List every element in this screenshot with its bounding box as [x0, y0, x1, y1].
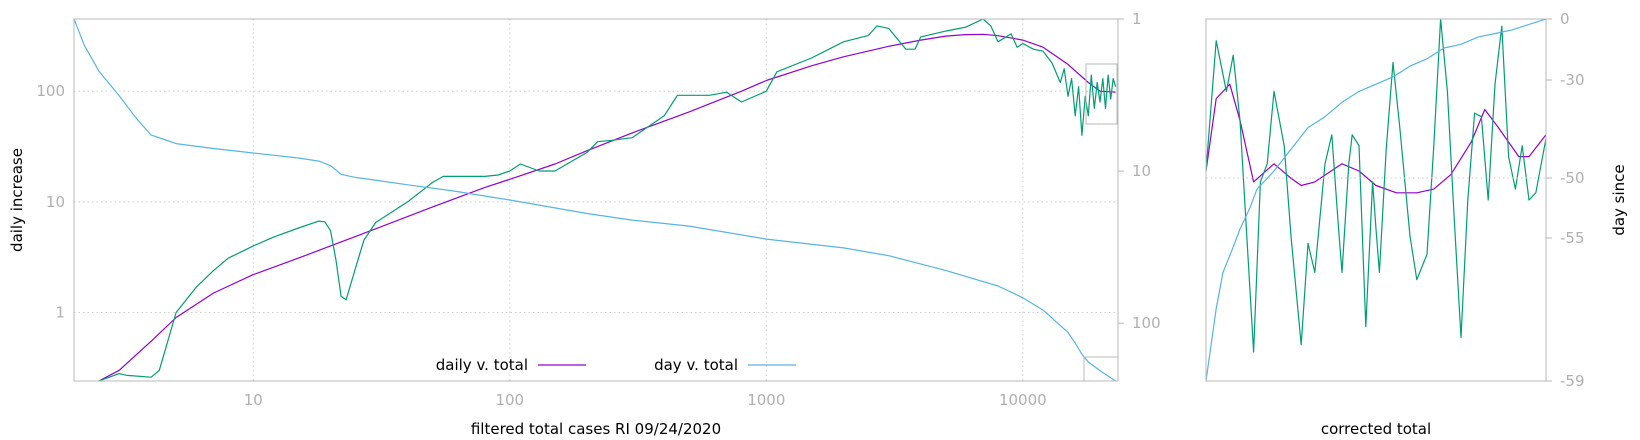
main-y-ticks: 1 10 100: [36, 82, 65, 321]
zoom-box: [1085, 63, 1118, 125]
x-tick-label: 10: [244, 391, 263, 409]
y-tick-label: 100: [36, 82, 65, 100]
inset-y2-tick-label: -59: [1560, 372, 1585, 390]
x-tick-label: 10000: [999, 391, 1047, 409]
series-daily-v-total: [98, 33, 1116, 381]
inset-y2-tick-label: 0: [1560, 10, 1570, 28]
main-plot: 10 100 1000 10000 1 10 100 1 10 100 filtered to…: [8, 10, 1161, 438]
series-filtered-daily: [98, 19, 1117, 381]
inset-x-axis-label: corrected total: [1321, 420, 1431, 438]
inset-series-filtered: [1206, 19, 1546, 353]
y-tick-label: 1: [55, 303, 65, 321]
zoom-box-lower: [1083, 356, 1119, 382]
main-grid: [74, 19, 1118, 381]
inset-y2-tick-label: -55: [1560, 229, 1585, 247]
legend-label-day: day v. total: [654, 356, 738, 374]
y2-tick-label: 10: [1132, 162, 1151, 180]
legend-label-daily: daily v. total: [436, 356, 528, 374]
main-plot-frame: [73, 18, 1119, 382]
inset-series-daily: [1206, 83, 1546, 194]
inset-series-day: [1206, 19, 1546, 381]
y2-tick-label: 1: [1132, 10, 1142, 28]
main-y-axis-label: daily increase: [8, 148, 26, 252]
inset-y2-tick-label: -30: [1560, 71, 1585, 89]
y-tick-label: 10: [46, 193, 65, 211]
inset-plot-frame: [1205, 18, 1547, 382]
inset-y2-ticks: 0 -30 -50 -55 -59: [1546, 10, 1585, 390]
y2-tick-label: 100: [1132, 314, 1161, 332]
main-x-axis-label: filtered total cases RI 09/24/2020: [471, 420, 721, 438]
inset-plot: 0 -30 -50 -55 -59 corrected total day since: [1205, 10, 1628, 438]
inset-series: [1206, 19, 1546, 381]
main-series: [74, 19, 1117, 381]
legend: daily v. total day v. total: [436, 356, 796, 374]
series-day-v-total: [74, 19, 1116, 381]
main-y2-ticks: 1 10 100: [1118, 10, 1161, 332]
main-x-ticks: 10 100 1000 10000: [244, 391, 1047, 409]
x-tick-label: 1000: [747, 391, 785, 409]
inset-y2-tick-label: -50: [1560, 169, 1585, 187]
x-tick-label: 100: [495, 391, 524, 409]
inset-y-axis-label: day since: [1610, 164, 1628, 235]
